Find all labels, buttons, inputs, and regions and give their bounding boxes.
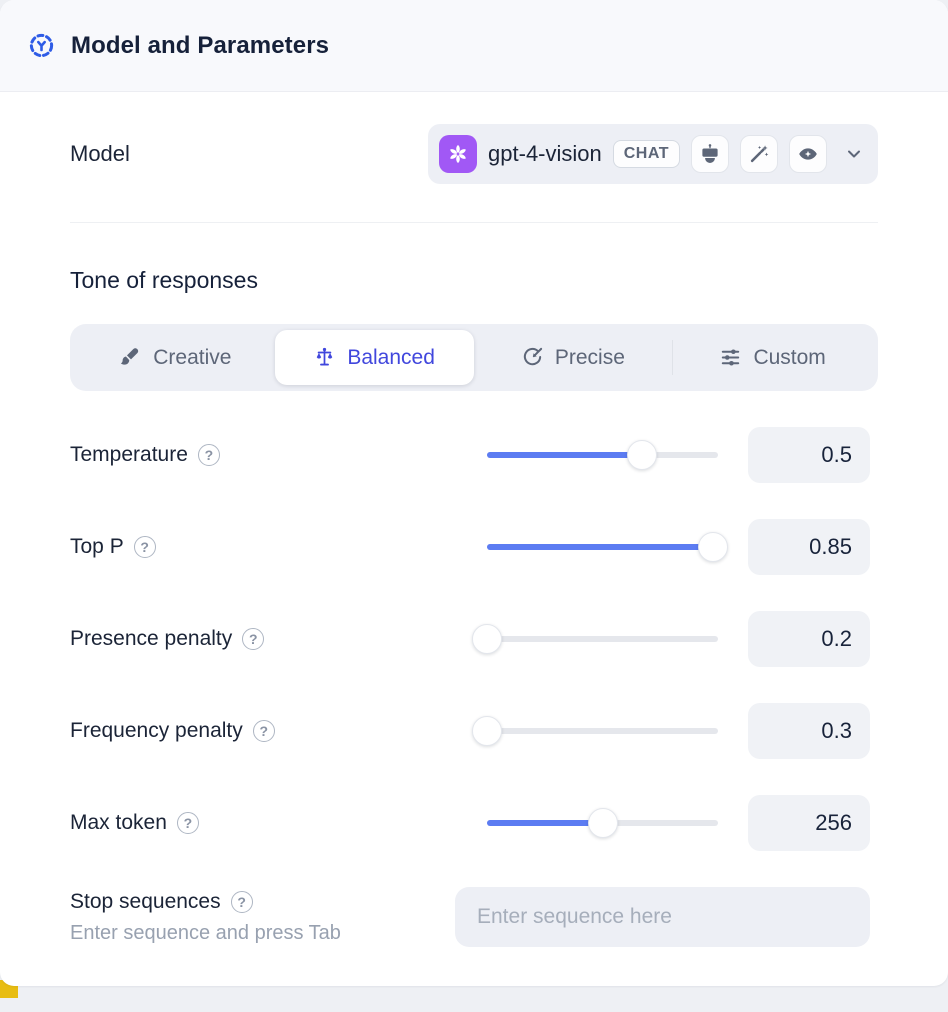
sliders-icon bbox=[719, 346, 742, 369]
help-icon[interactable]: ? bbox=[133, 536, 156, 558]
help-icon[interactable]: ? bbox=[252, 720, 275, 742]
model-label: Model bbox=[70, 141, 130, 166]
panel-header: Model and Parameters bbox=[0, 0, 948, 92]
top-p-value[interactable]: 0.85 bbox=[748, 519, 870, 575]
stop-sequences-label: Stop sequences bbox=[70, 889, 221, 913]
presence-penalty-row: Presence penalty ? 0.2 bbox=[70, 611, 878, 667]
slider-thumb[interactable] bbox=[472, 716, 502, 746]
model-row: Model gpt-4-vision CH bbox=[70, 124, 878, 184]
tone-heading: Tone of responses bbox=[70, 267, 258, 293]
help-icon[interactable]: ? bbox=[230, 890, 253, 913]
temperature-label: Temperature bbox=[70, 443, 188, 466]
page-title: Model and Parameters bbox=[71, 31, 330, 59]
slider-thumb[interactable] bbox=[698, 532, 729, 562]
help-icon[interactable]: ? bbox=[176, 812, 199, 834]
balance-scale-icon bbox=[313, 346, 336, 369]
segment-divider bbox=[672, 340, 674, 375]
slider-thumb[interactable] bbox=[472, 624, 502, 654]
temperature-slider[interactable] bbox=[487, 440, 718, 470]
temperature-row: Temperature ? 0.5 bbox=[70, 427, 878, 483]
model-type-badge: CHAT bbox=[612, 140, 680, 168]
temperature-value[interactable]: 0.5 bbox=[748, 427, 870, 483]
stop-sequences-hint: Enter sequence and press Tab bbox=[70, 921, 341, 944]
stop-sequences-row: Stop sequences ? Enter sequence and pres… bbox=[70, 887, 878, 947]
frequency-penalty-label: Frequency penalty bbox=[70, 719, 243, 742]
slider-thumb[interactable] bbox=[587, 808, 618, 838]
magic-wand-icon bbox=[740, 135, 778, 173]
section-divider bbox=[70, 222, 878, 223]
model-hub-icon bbox=[28, 32, 55, 59]
help-icon[interactable]: ? bbox=[242, 628, 265, 650]
max-token-value[interactable]: 256 bbox=[748, 795, 870, 851]
stop-sequence-input[interactable] bbox=[455, 887, 870, 947]
model-parameters-panel: Model and Parameters Model bbox=[0, 0, 948, 986]
model-select[interactable]: gpt-4-vision CHAT bbox=[428, 124, 878, 184]
vision-eye-icon bbox=[789, 135, 827, 173]
frequency-penalty-value[interactable]: 0.3 bbox=[748, 703, 870, 759]
target-icon bbox=[521, 346, 544, 369]
tone-option-creative[interactable]: Creative bbox=[76, 330, 275, 385]
top-p-slider[interactable] bbox=[487, 532, 729, 562]
robot-icon bbox=[691, 135, 729, 173]
tone-option-label: Balanced bbox=[347, 345, 435, 369]
chevron-down-icon bbox=[844, 144, 864, 164]
tone-option-label: Precise bbox=[554, 345, 625, 369]
tone-segmented-control: Creative Balanced bbox=[70, 324, 878, 391]
slider-thumb[interactable] bbox=[626, 440, 657, 470]
top-p-label: Top P bbox=[70, 535, 124, 558]
tone-option-label: Creative bbox=[153, 345, 232, 369]
frequency-penalty-row: Frequency penalty ? 0.3 bbox=[70, 703, 878, 759]
frequency-penalty-slider[interactable] bbox=[472, 716, 718, 746]
paintbrush-icon bbox=[119, 346, 142, 369]
tone-option-balanced[interactable]: Balanced bbox=[274, 330, 474, 385]
max-token-label: Max token bbox=[70, 811, 167, 834]
help-icon[interactable]: ? bbox=[197, 444, 220, 466]
presence-penalty-label: Presence penalty bbox=[70, 627, 233, 650]
tone-option-precise[interactable]: Precise bbox=[474, 330, 673, 385]
top-p-row: Top P ? 0.85 bbox=[70, 519, 878, 575]
presence-penalty-value[interactable]: 0.2 bbox=[748, 611, 870, 667]
selected-model-name: gpt-4-vision bbox=[488, 141, 602, 166]
openai-logo-icon bbox=[439, 135, 478, 173]
max-token-slider[interactable] bbox=[487, 808, 718, 838]
max-token-row: Max token ? 256 bbox=[70, 795, 878, 851]
tone-option-custom[interactable]: Custom bbox=[673, 330, 872, 385]
tone-option-label: Custom bbox=[753, 345, 826, 369]
presence-penalty-slider[interactable] bbox=[472, 624, 718, 654]
